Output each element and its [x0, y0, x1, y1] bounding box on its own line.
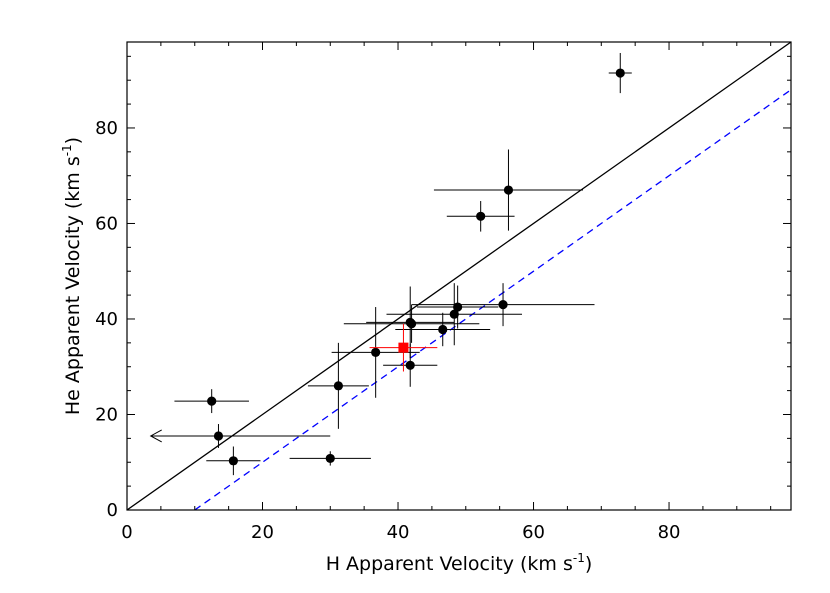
data-marker	[213, 431, 224, 441]
data-point	[411, 283, 595, 327]
y-axis-label-main: He Apparent Velocity (km s	[62, 156, 84, 415]
y-axis-label-end: )	[62, 137, 84, 144]
data-point	[343, 304, 480, 343]
one-to-one-line	[127, 42, 791, 510]
data-marker	[453, 302, 463, 312]
highlight-point	[369, 323, 438, 372]
data-marker	[498, 300, 508, 310]
plot-area	[127, 42, 791, 510]
data-marker	[406, 319, 417, 329]
offset-dashed-line	[194, 89, 791, 510]
data-point	[416, 285, 499, 329]
y-tick-label: 40	[95, 309, 118, 330]
y-tick-label: 80	[95, 118, 118, 139]
data-point	[383, 343, 438, 387]
data-point	[174, 389, 249, 414]
data-marker	[476, 211, 486, 221]
marks-layer	[127, 42, 791, 510]
data-point	[206, 446, 261, 476]
data-point	[307, 342, 369, 429]
x-axis-label-end: )	[585, 553, 592, 575]
x-axis-label: H Apparent Velocity (km s-1)	[326, 551, 593, 575]
y-axis-label-sup: -1	[60, 144, 74, 156]
data-marker	[405, 360, 415, 370]
data-marker	[615, 68, 625, 78]
x-tick-label: 20	[251, 522, 274, 543]
data-point	[446, 201, 515, 232]
y-tick-label: 60	[95, 213, 118, 234]
data-point	[386, 283, 523, 346]
data-marker	[503, 185, 514, 195]
data-marker	[371, 347, 381, 358]
y-axis-label: He Apparent Velocity (km s-1)	[60, 137, 84, 415]
data-marker	[207, 396, 217, 406]
x-axis-label-sup: -1	[573, 551, 585, 565]
data-marker	[325, 453, 335, 464]
x-tick-label: 40	[387, 522, 410, 543]
left-arrow-head	[149, 429, 162, 443]
ticks-layer: 0 20 40 60 80 0 20 40 60 80	[95, 42, 791, 543]
y-tick-label: 20	[95, 404, 118, 425]
x-tick-label: 60	[522, 522, 545, 543]
x-tick-label: 0	[121, 522, 132, 543]
x-tick-label: 80	[658, 522, 681, 543]
upper-limit-point	[149, 424, 331, 448]
data-point	[608, 52, 632, 94]
data-point	[433, 149, 583, 231]
data-marker	[333, 381, 343, 391]
data-marker	[449, 309, 459, 319]
data-marker	[228, 456, 238, 466]
y-tick-label: 0	[107, 500, 118, 521]
data-marker	[438, 324, 448, 335]
data-point	[289, 451, 371, 466]
plot-frame	[126, 41, 792, 511]
data-marker	[398, 342, 409, 353]
x-axis-label-main: H Apparent Velocity (km s	[326, 553, 573, 575]
